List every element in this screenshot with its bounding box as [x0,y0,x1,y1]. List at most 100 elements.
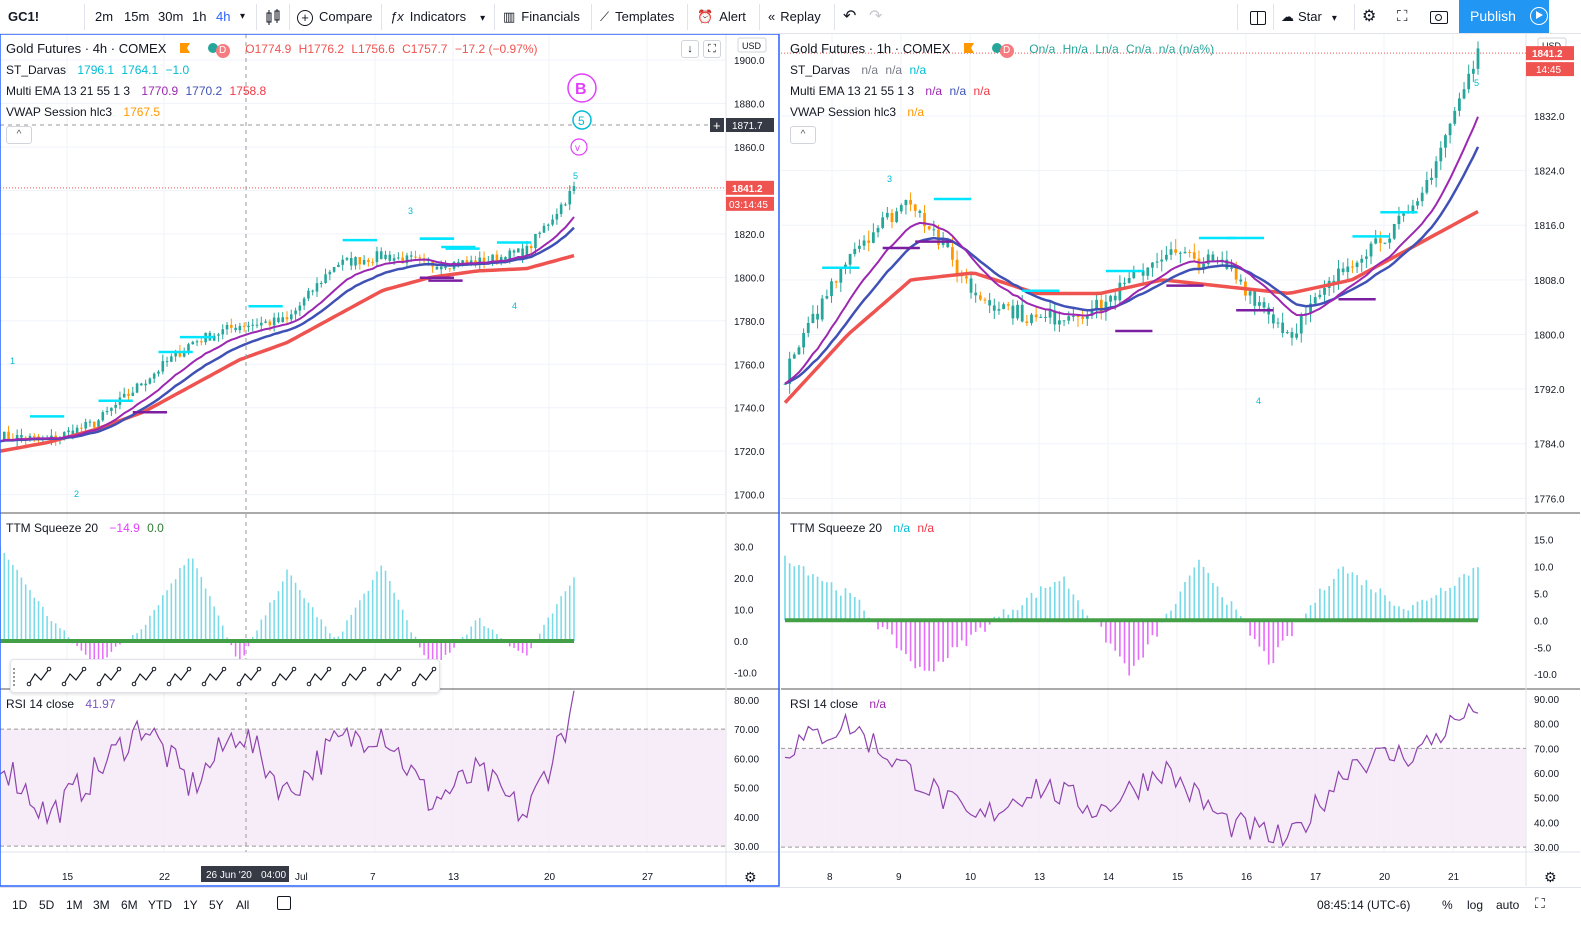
left-rsi-legend[interactable]: RSI 14 close 41.97 [6,697,119,711]
right-change: n/a (n/a%) [1158,42,1215,56]
compare-button[interactable]: + Compare [297,0,372,33]
candle-style-icon[interactable] [264,8,282,26]
timeframe-4h[interactable]: 4h [216,9,231,24]
left-ema-legend[interactable]: Multi EMA 13 21 55 1 3 1770.9 1770.2 175… [6,84,270,98]
timeframe-1h[interactable]: 1h [192,9,207,24]
candle-body [84,421,87,429]
drawing-toolbar[interactable] [10,659,440,693]
right-darvas-legend[interactable]: ST_Darvas n/a n/a n/a [790,63,930,77]
fib-timezone-icon[interactable] [236,666,262,687]
left-squeeze-legend[interactable]: TTM Squeeze 20 −14.9 0.0 [6,521,168,535]
undo-icon[interactable]: ↶ [843,8,857,25]
candle-body [853,248,857,255]
candle-body [307,290,310,299]
collapse-legend-button[interactable]: ^ [790,126,816,144]
candle [830,278,833,303]
measure-icon[interactable] [411,666,437,687]
symbol-search[interactable]: GC1! [8,9,40,24]
templates-button[interactable]: ⟋ Templates [600,0,674,33]
price-tick-label: 1824.0 [1534,167,1565,178]
candle-body [797,347,801,355]
right-chart-pane[interactable]: 1832.01824.01816.01808.01800.01792.01784… [781,34,1580,886]
gear-icon[interactable]: ⚙ [1362,8,1377,25]
camera-icon[interactable] [1430,0,1448,33]
fib-retracement-icon[interactable] [376,666,402,687]
range-1d[interactable]: 1D [12,898,28,912]
range-all[interactable]: All [236,898,250,912]
horizontal-ray-icon[interactable] [201,666,227,687]
timeframe-2m[interactable]: 2m [95,9,114,24]
trend-line-icon[interactable] [131,666,157,687]
maximize-icon[interactable]: ⛶ [703,40,721,58]
price-tick-label: 1740.0 [734,404,765,415]
candle-body [2,431,6,442]
line-tool-icon[interactable] [271,666,297,687]
candle [895,207,899,224]
squeeze-value-2: n/a [917,521,935,535]
left-vwap-legend[interactable]: VWAP Session hlc3 1767.5 [6,105,164,119]
left-close: C1757.7 [402,42,448,56]
timeframe-dropdown-icon[interactable]: ▾ [240,11,246,22]
candle-body [534,233,537,249]
fib-fan-icon-node [186,666,192,672]
indicators-button[interactable]: ƒx Indicators ▾ [390,0,485,33]
star-watchlist-button[interactable]: ☁ Star ▾ [1281,0,1337,33]
timeframe-30m[interactable]: 30m [158,9,184,24]
candle-body [964,276,968,279]
log-toggle[interactable]: log [1467,898,1484,912]
range-3m[interactable]: 3M [93,898,110,912]
range-1y[interactable]: 1Y [183,898,198,912]
candle-body [1164,254,1168,260]
play-icon[interactable] [1530,7,1548,25]
candle [88,419,92,427]
left-chart-pane[interactable]: 1900.01880.01860.01840.01820.01800.01780… [0,34,780,886]
right-squeeze-legend[interactable]: TTM Squeeze 20 n/a n/a [790,521,938,535]
right-rsi-legend[interactable]: RSI 14 close n/a [790,697,890,711]
crosshair-date: 26 Jun '20 [206,870,252,881]
publish-button[interactable]: Publish [1459,0,1549,33]
percent-toggle[interactable]: % [1442,898,1453,912]
alert-button[interactable]: ⏰ Alert [697,0,746,33]
right-ohlc: On/a Hn/a Ln/a Cn/a n/a (n/a%) [1029,42,1218,56]
right-vwap-legend[interactable]: VWAP Session hlc3 n/a [790,105,928,119]
left-symbol-legend[interactable]: Gold Futures · 4h · COMEX D O1774.9 H177… [6,42,546,58]
drag-handle-icon[interactable] [13,668,17,686]
left-darvas-legend[interactable]: ST_Darvas 1796.1 1764.1 −1.0 [6,63,193,77]
candle-body [495,254,499,263]
collapse-legend-button[interactable]: ^ [6,126,32,144]
right-ema-legend[interactable]: Multi EMA 13 21 55 1 3 n/a n/a n/a [790,84,994,98]
fib-fan-icon[interactable] [166,666,192,687]
clock[interactable]: 08:45:14 (UTC-6) [1317,898,1411,912]
range-6m[interactable]: 6M [121,898,138,912]
right-symbol-legend[interactable]: Gold Futures · 1h · COMEX D On/a Hn/a Ln… [790,42,1222,58]
fullscreen-icon[interactable]: ⛶ [1535,895,1545,911]
chart-area[interactable]: 1900.01880.01860.01840.01820.01800.01780… [0,34,1581,887]
candle-body [1374,238,1378,244]
fib-spiral-icon[interactable] [341,666,367,687]
range-ytd[interactable]: YTD [148,898,172,912]
replay-button[interactable]: « Replay [768,0,821,33]
parallel-channel-icon[interactable] [61,666,87,687]
range-5y[interactable]: 5Y [209,898,224,912]
divider [1237,4,1238,30]
candle [811,305,815,324]
xabcd-pattern-icon[interactable] [306,666,332,687]
auto-toggle[interactable]: auto [1496,898,1520,912]
range-5d[interactable]: 5D [39,898,55,912]
layout-icon[interactable] [1250,0,1266,33]
financials-button[interactable]: ▥ Financials [503,0,580,33]
fib-timezone-icon-shape [238,668,260,685]
candle-body [1360,258,1364,263]
abcd-pattern-icon[interactable] [26,666,52,687]
date-range-icon[interactable] [277,896,291,913]
arrow-down-icon[interactable]: ↓ [681,40,699,58]
timeframe-15m[interactable]: 15m [124,9,150,24]
date-tick-label: 15 [62,872,74,883]
candle [397,252,400,260]
fullscreen-icon[interactable]: ⛶ [1397,8,1408,25]
redo-icon[interactable]: ↷ [869,8,883,25]
range-1m[interactable]: 1M [66,898,83,912]
elliott-wave-icon[interactable] [96,666,122,687]
candle-body [405,255,409,264]
plus-circle-icon: + [297,9,313,26]
